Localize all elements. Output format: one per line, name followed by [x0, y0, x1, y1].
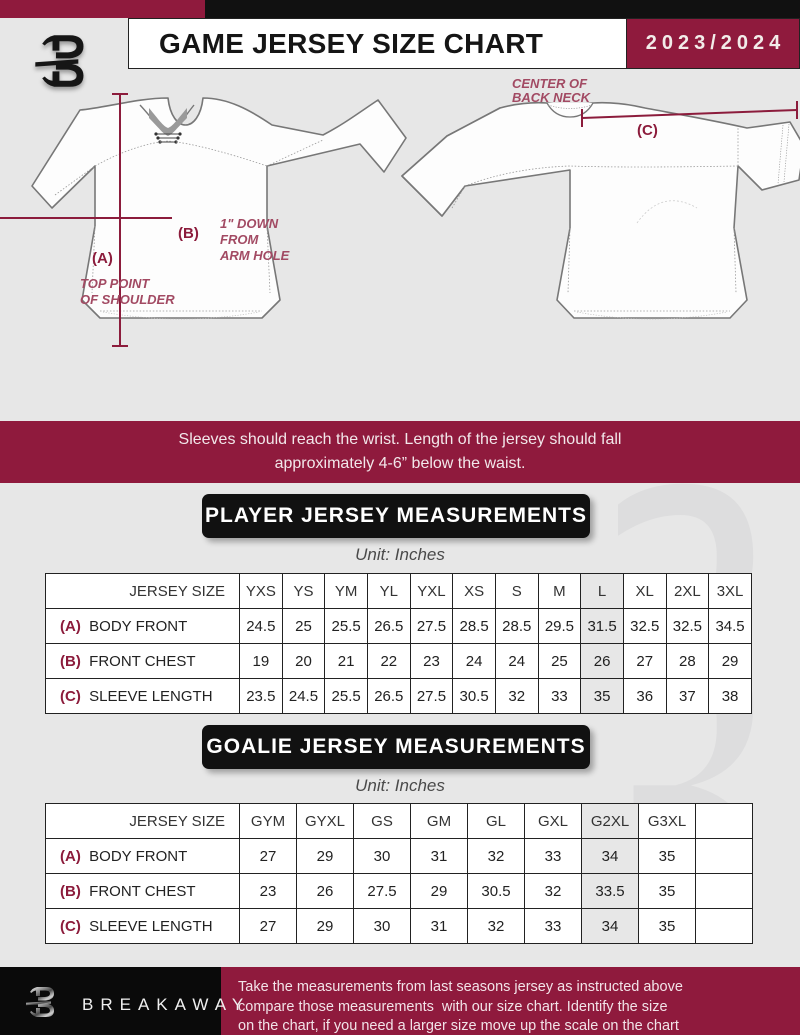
- svg-text:(C): (C): [637, 122, 658, 139]
- svg-text:(B): (B): [178, 225, 199, 242]
- svg-text:BACK NECK: BACK NECK: [512, 90, 592, 105]
- svg-text:ARM HOLE: ARM HOLE: [219, 248, 290, 263]
- svg-text:1" DOWN: 1" DOWN: [220, 216, 279, 231]
- svg-text:TOP POINT: TOP POINT: [80, 276, 150, 291]
- svg-text:OF SHOULDER: OF SHOULDER: [80, 292, 175, 307]
- svg-text:FROM: FROM: [220, 232, 259, 247]
- svg-text:(A): (A): [92, 250, 113, 267]
